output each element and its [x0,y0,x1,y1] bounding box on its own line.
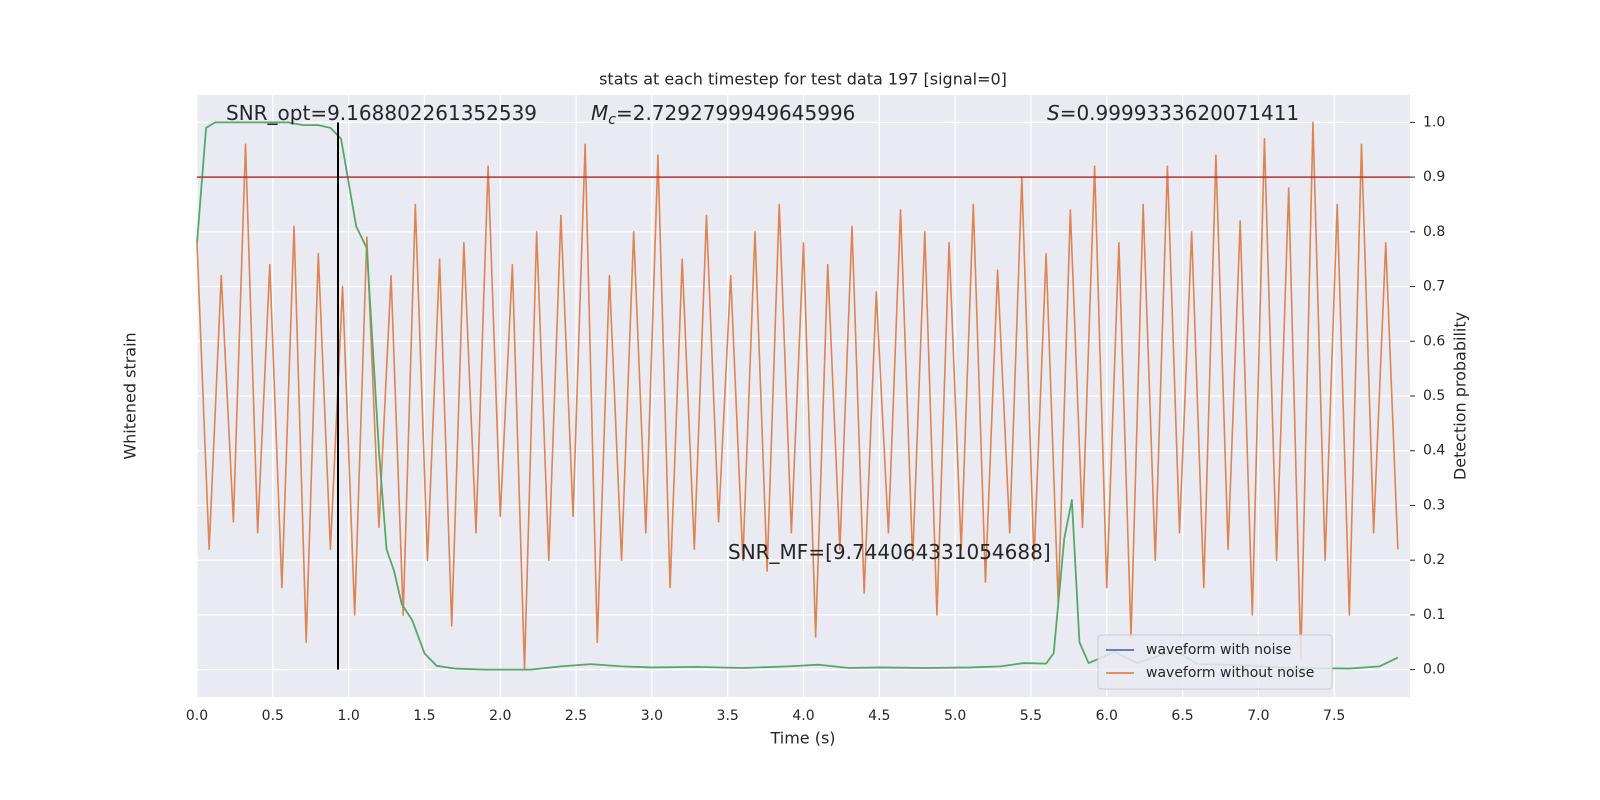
y2-tick-label: 0.9 [1423,169,1445,185]
annotation-text: SNR_opt=9.168802261352539 [226,101,537,125]
y2-axis-label: Detection probability [1451,312,1470,480]
annotation: Mc=2.7292799949645996 [591,101,855,129]
y2-tick-label: 0.6 [1423,333,1445,349]
annotation-text: =2.7292799949645996 [616,101,855,125]
y2-tick-label: 0.3 [1423,497,1445,513]
y2-tick-label: 0.8 [1423,224,1445,240]
annotation: SNR_opt=9.168802261352539 [226,101,537,125]
y2-tick-label: 0.7 [1423,279,1445,295]
annotation: SNR_MF=[9.744064331054688] [728,540,1051,564]
chart-title: stats at each timestep for test data 197… [599,70,1007,89]
x-tick-label: 4.5 [868,708,890,724]
x-tick-label: 3.5 [717,708,739,724]
x-tick-label: 0.5 [262,708,284,724]
legend-label: waveform without noise [1146,665,1314,681]
x-tick-label: 1.0 [337,708,359,724]
x-axis-label: Time (s) [769,729,835,748]
x-tick-label: 3.0 [641,708,663,724]
legend-box [1097,634,1333,690]
y2-tick-label: 0.1 [1423,607,1445,623]
x-tick-label: 7.5 [1323,708,1345,724]
y2-tick-label: 0.2 [1423,552,1445,568]
annotation-text: SNR_MF=[9.744064331054688] [728,540,1051,564]
annotation-symbol: S [1047,101,1060,125]
x-tick-label: 7.0 [1247,708,1269,724]
x-tick-label: 6.0 [1096,708,1118,724]
x-tick-label: 1.5 [413,708,435,724]
annotation-symbol: M [591,101,608,125]
y2-tick-label: 0.0 [1423,662,1445,678]
x-tick-label: 4.0 [792,708,814,724]
y2-tick-label: 0.5 [1423,388,1445,404]
x-tick-label: 5.0 [944,708,966,724]
y2-tick-label: 1.0 [1423,114,1445,130]
x-tick-label: 2.0 [489,708,511,724]
x-tick-label: 5.5 [1020,708,1042,724]
annotation-subscript: c [608,112,616,128]
x-tick-label: 6.5 [1171,708,1193,724]
legend-label: waveform with noise [1146,642,1291,658]
y2-tick-label: 0.4 [1423,443,1445,459]
annotation-text: =0.9999333620071411 [1060,101,1299,125]
x-tick-label: 2.5 [565,708,587,724]
data-line [196,121,1399,671]
y-axis-label: Whitened strain [121,332,140,459]
annotation: S=0.9999333620071411 [1047,101,1299,125]
x-tick-label: 0.0 [186,708,208,724]
